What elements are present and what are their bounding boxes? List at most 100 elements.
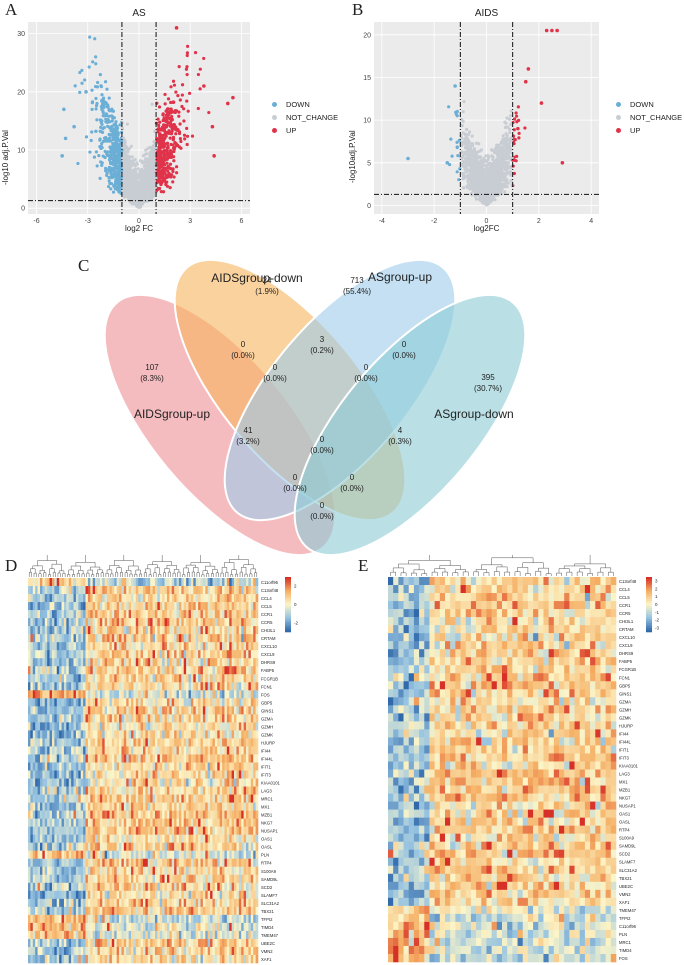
- heatmap-cell: [44, 610, 48, 619]
- scatter-point: [512, 141, 516, 146]
- scatter-point: [466, 149, 470, 154]
- scatter-point: [509, 123, 513, 127]
- heatmap-cell: [243, 586, 247, 595]
- panel-letter-d: D: [5, 556, 18, 575]
- scatter-point: [467, 144, 471, 149]
- heatmap-cell: [190, 610, 194, 619]
- panel-letter-e: E: [358, 556, 369, 575]
- scatter-point: [165, 146, 169, 150]
- scatter-point: [156, 167, 160, 172]
- heatmap-cell: [54, 594, 58, 603]
- heatmap-cell: [78, 610, 82, 619]
- scatter-point: [472, 149, 476, 153]
- scatter-point: [117, 144, 121, 148]
- scatter-point: [462, 153, 466, 157]
- scatter-point: [168, 148, 173, 153]
- heatmap-cell: [152, 610, 156, 619]
- heatmap-cell: [217, 594, 220, 603]
- scatter-point: [115, 139, 119, 143]
- heatmap-cell: [51, 594, 55, 603]
- heatmap-cell: [145, 610, 149, 619]
- heatmap-cell: [30, 602, 34, 611]
- venn-percent: (0.0%): [354, 374, 378, 383]
- heatmap-cell: [205, 578, 208, 587]
- scatter-point: [507, 117, 512, 121]
- scatter-point: [478, 190, 482, 194]
- heatmap-cell: [138, 610, 141, 619]
- heatmap-cell: [164, 610, 168, 619]
- scatter-point: [463, 146, 467, 150]
- legend-item: DOWN: [272, 98, 338, 111]
- scatter-point: [125, 180, 129, 184]
- heatmap-cell: [44, 602, 48, 611]
- heatmap-cell: [28, 602, 31, 611]
- heatmap-cell: [202, 602, 206, 611]
- scatter-point: [178, 137, 182, 141]
- scatter-point: [63, 136, 68, 141]
- scatter-point: [505, 161, 509, 166]
- scatter-point: [142, 173, 146, 177]
- scatter-point: [177, 114, 181, 118]
- scatter-point: [118, 123, 122, 127]
- heatmap-cell: [200, 578, 204, 587]
- heatmap-cell: [159, 578, 163, 587]
- scatter-point: [486, 169, 490, 173]
- heatmap-cell: [157, 610, 161, 619]
- heatmap-cell: [49, 578, 53, 587]
- scatter-point: [151, 162, 155, 166]
- scatter-point: [126, 150, 130, 154]
- scatter-point: [118, 147, 122, 151]
- venn-percent: (3.2%): [236, 437, 260, 446]
- scatter-point: [122, 144, 126, 148]
- legend-label: NOT_CHANGE: [630, 113, 683, 122]
- scatter-point: [116, 170, 120, 174]
- scatter-point: [154, 176, 158, 180]
- heatmap-cell: [248, 602, 252, 611]
- venn-count: 713: [350, 276, 364, 285]
- scatter-point: [506, 181, 510, 185]
- heatmap-cell: [178, 602, 182, 611]
- heatmap-cell: [128, 586, 132, 595]
- scatter-point: [88, 150, 92, 154]
- legend-dot: [272, 128, 277, 133]
- heatmap-cell: [226, 602, 230, 611]
- scatter-point: [157, 126, 161, 131]
- heatmap-cell: [47, 594, 50, 603]
- scatter-point: [470, 193, 474, 197]
- scatter-point: [476, 168, 480, 172]
- heatmap-cell: [63, 610, 67, 619]
- scatter-point: [185, 134, 190, 138]
- scatter-point: [109, 114, 113, 118]
- scatter-point: [544, 28, 549, 33]
- scatter-point: [470, 186, 475, 191]
- scatter-point: [98, 176, 102, 180]
- heatmap-cell: [71, 610, 74, 619]
- scatter-point: [84, 90, 88, 94]
- heatmap-cell: [171, 602, 175, 611]
- scatter-point: [103, 139, 107, 143]
- heatmap-cell: [236, 594, 240, 603]
- heatmap-cell: [188, 610, 192, 619]
- scatter-point: [450, 154, 454, 158]
- scatter-point: [90, 100, 95, 104]
- scatter-point: [464, 163, 468, 167]
- scatter-point: [460, 124, 464, 128]
- scatter-point: [166, 97, 171, 101]
- venn-percent: (0.0%): [340, 484, 364, 493]
- scatter-point: [106, 184, 111, 189]
- scatter-point: [94, 62, 98, 66]
- scatter-point: [158, 134, 162, 139]
- heatmap-cell: [28, 610, 31, 619]
- heatmap-cell: [246, 602, 249, 611]
- heatmap-cell: [126, 594, 129, 603]
- scatter-point: [406, 156, 410, 161]
- venn-diagram: 24(1.9%)713(55.4%)3(0.2%)0(0.0%)0(0.0%)1…: [103, 258, 527, 555]
- heatmap-cell: [78, 594, 82, 603]
- heatmap-cell: [56, 586, 60, 595]
- heatmap-cell: [119, 602, 122, 611]
- heatmap-cell: [54, 602, 58, 611]
- scatter-point: [162, 156, 166, 160]
- venn-percent: (1.9%): [255, 287, 279, 296]
- scatter-point: [515, 154, 519, 158]
- scatter-point: [505, 172, 509, 176]
